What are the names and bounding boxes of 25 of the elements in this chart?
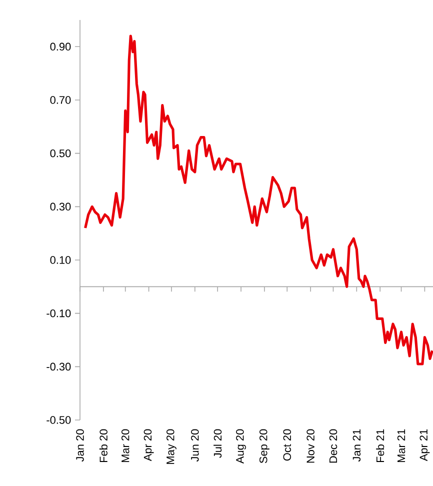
x-tick-label: Apr 21	[420, 429, 430, 462]
y-tick-label: -0.30	[46, 362, 71, 371]
y-tick-label: 0.70	[50, 96, 71, 104]
x-tick-label: Mar 20	[121, 429, 130, 462]
x-tick-label: Feb 21	[376, 429, 384, 462]
x-tick-label: Jan 21	[352, 429, 361, 462]
y-tick-label: -0.10	[46, 309, 71, 318]
y-tick-label: 0.30	[50, 202, 71, 211]
line-series	[84, 34, 433, 366]
y-tick-label: -0.50	[46, 416, 71, 424]
x-tick-label: Aug 20	[236, 429, 246, 464]
x-tick-label: Jan 20	[76, 429, 84, 462]
x-tick-label: Nov 20	[306, 429, 314, 463]
x-tick-label: Jul 20	[214, 429, 222, 458]
x-tick-label: Mar 21	[397, 429, 406, 462]
x-tick-label: Feb 20	[99, 429, 108, 462]
x-tick-label: Dec 20	[329, 429, 338, 463]
x-tick-label: Sep 20	[259, 429, 270, 464]
x-tick-label: Apr 20	[144, 429, 154, 462]
x-tick-label: May 20	[166, 429, 176, 464]
x-tick-label: Jun 20	[191, 429, 199, 462]
y-tick-label: 0.90	[50, 42, 71, 51]
y-tick-label: 0.10	[50, 256, 71, 264]
x-tick-label: Oct 20	[283, 429, 291, 461]
y-tick-label: 0.50	[50, 149, 71, 158]
